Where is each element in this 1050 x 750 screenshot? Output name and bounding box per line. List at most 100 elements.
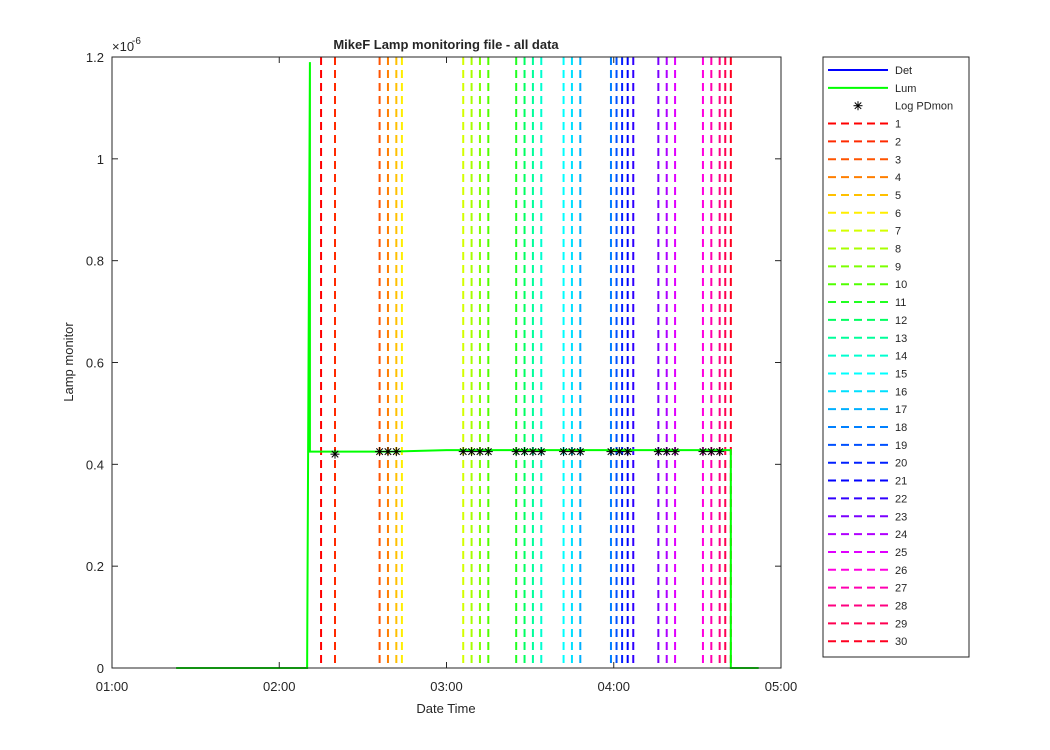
legend-item-23: 23	[828, 511, 907, 523]
legend-item-4: 4	[828, 172, 901, 184]
axis-ticks: 01:00 02:00 03:00 04:00 05:00 0 0.2 0.4 0.6 0.8 1 1…	[86, 50, 797, 694]
y-tick-label: 1.2	[86, 50, 104, 65]
legend-item-det: Det	[828, 65, 912, 77]
log-pdmon-point	[383, 447, 393, 457]
legend-label: 6	[895, 208, 901, 220]
log-pdmon-point	[391, 447, 401, 457]
legend-item-30: 30	[828, 636, 907, 648]
legend-label: 11	[895, 297, 906, 309]
legend-box	[822, 56, 970, 658]
x-tick-label: 02:00	[263, 679, 296, 694]
log-pdmon-point	[559, 447, 569, 457]
legend-item-12: 12	[828, 315, 907, 327]
legend-item-18: 18	[828, 422, 907, 434]
legend-item-25: 25	[828, 547, 907, 559]
legend-item-8: 8	[828, 244, 901, 256]
legend-label: 4	[895, 172, 901, 184]
y-exponent-label: ×10 -6	[112, 36, 141, 54]
y-tick-label: 0.4	[86, 457, 104, 472]
legend-label: 20	[895, 458, 907, 470]
x-tick-label: 05:00	[765, 679, 798, 694]
log-pdmon-point	[715, 447, 725, 457]
legend-item-24: 24	[828, 529, 907, 541]
legend-item-6: 6	[828, 208, 901, 220]
legend-label: 1	[895, 119, 901, 131]
legend-label: 3	[895, 154, 901, 166]
y-exponent-power: -6	[132, 36, 141, 47]
legend-item-22: 22	[828, 493, 907, 505]
legend-item-14: 14	[828, 351, 907, 363]
legend-item-15: 15	[828, 368, 907, 380]
legend-item-1: 1	[828, 119, 901, 131]
legend-label: 17	[895, 404, 907, 416]
y-tick-label: 0.2	[86, 559, 104, 574]
legend-item-13: 13	[828, 333, 907, 345]
legend-label: 22	[895, 493, 907, 505]
legend-item-10: 10	[828, 279, 907, 291]
x-axis-label: Date Time	[416, 701, 475, 716]
legend-label: 28	[895, 601, 907, 613]
legend-item-log-pdmon: Log PDmon	[853, 101, 953, 113]
legend-item-5: 5	[828, 190, 901, 202]
legend-item-27: 27	[828, 583, 907, 595]
log-pdmon-point	[662, 447, 672, 457]
legend-item-9: 9	[828, 261, 901, 273]
legend-label: 7	[895, 226, 901, 238]
log-pdmon-point	[520, 447, 530, 457]
legend-label: 23	[895, 511, 907, 523]
y-tick-label: 1	[97, 152, 104, 167]
x-tick-label: 03:00	[430, 679, 463, 694]
legend-label: 26	[895, 565, 907, 577]
log-pdmon-point	[483, 447, 493, 457]
legend-label: 13	[895, 333, 907, 345]
legend-label: 29	[895, 618, 907, 630]
legend-label: 12	[895, 315, 907, 327]
legend-label: 18	[895, 422, 907, 434]
legend-swatch	[853, 101, 863, 111]
log-pdmon-point	[475, 447, 485, 457]
legend-item-20: 20	[828, 458, 907, 470]
log-pdmon-point	[567, 447, 577, 457]
legend-label: 10	[895, 279, 907, 291]
y-tick-label: 0.6	[86, 356, 104, 371]
legend-label: 19	[895, 440, 907, 452]
legend-label: Log PDmon	[895, 101, 953, 113]
legend-label: Det	[895, 65, 912, 77]
y-tick-label: 0	[97, 661, 104, 676]
legend-item-17: 17	[828, 404, 907, 416]
data-series	[176, 62, 759, 669]
log-pdmon-point	[653, 447, 663, 457]
legend-item-lum: Lum	[828, 83, 916, 95]
legend-label: 8	[895, 244, 901, 256]
x-tick-label: 01:00	[96, 679, 129, 694]
log-pdmon-point	[528, 447, 538, 457]
x-tick-label: 04:00	[597, 679, 630, 694]
log-pdmon-point	[330, 449, 340, 459]
log-pdmon-point	[458, 447, 468, 457]
legend-label: 5	[895, 190, 901, 202]
log-pdmon-point	[698, 447, 708, 457]
log-pdmon-point	[614, 447, 624, 457]
log-pdmon-point	[706, 447, 716, 457]
lum-line	[176, 62, 759, 669]
legend-item-2: 2	[828, 136, 901, 148]
legend-item-11: 11	[828, 297, 906, 309]
legend-item-19: 19	[828, 440, 907, 452]
legend-item-21: 21	[828, 476, 907, 488]
log-pdmon-point	[606, 447, 616, 457]
legend-item-28: 28	[828, 601, 907, 613]
legend-label: 21	[895, 476, 907, 488]
legend-label: 9	[895, 261, 901, 273]
plot-area: 01:00 02:00 03:00 04:00 05:00 0 0.2 0.4 0.6 0.8 1 1…	[86, 50, 797, 694]
legend-item-16: 16	[828, 386, 907, 398]
y-axis-label: Lamp monitor	[61, 322, 76, 402]
legend-label: 27	[895, 583, 907, 595]
log-pdmon-point	[670, 447, 680, 457]
legend-label: 25	[895, 547, 907, 559]
legend-item-29: 29	[828, 618, 907, 630]
legend-label: 14	[895, 351, 907, 363]
y-exponent-base: ×10	[112, 39, 134, 54]
legend-label: 16	[895, 386, 907, 398]
log-pdmon-point	[467, 447, 477, 457]
